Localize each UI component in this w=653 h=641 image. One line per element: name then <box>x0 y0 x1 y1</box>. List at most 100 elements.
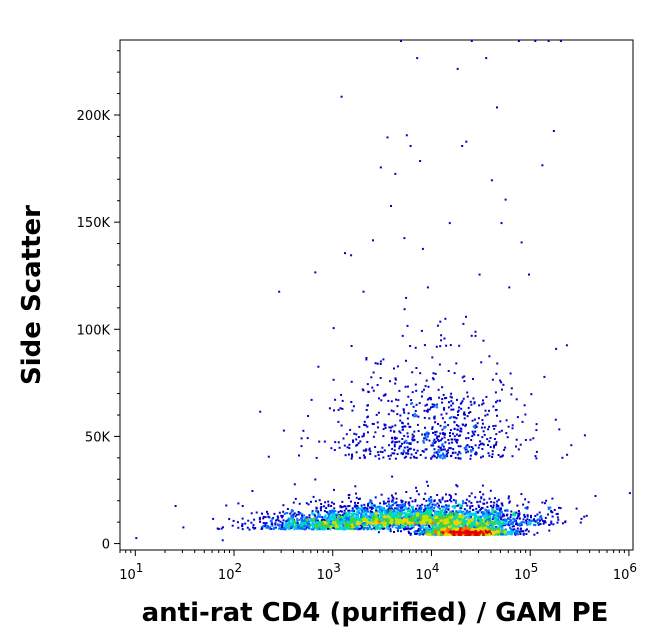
data-point <box>373 504 376 507</box>
data-point <box>353 517 356 520</box>
data-point <box>436 526 439 529</box>
data-point <box>382 518 385 521</box>
data-point <box>493 531 496 534</box>
data-point <box>401 519 404 521</box>
data-point <box>437 533 440 536</box>
data-point <box>340 522 343 525</box>
data-point <box>280 514 283 517</box>
data-point <box>282 519 285 522</box>
data-point <box>471 505 474 507</box>
data-point <box>486 531 489 534</box>
data-point <box>408 501 411 504</box>
data-point <box>441 513 444 516</box>
data-point <box>450 518 453 521</box>
data-point <box>456 531 458 534</box>
data-point <box>241 524 244 527</box>
data-point <box>371 512 374 515</box>
data-point <box>419 524 422 527</box>
data-point <box>457 525 460 528</box>
data-point <box>449 526 451 528</box>
data-point <box>463 527 466 530</box>
data-point <box>465 498 468 501</box>
data-point <box>408 504 411 507</box>
data-point <box>330 517 333 520</box>
data-point <box>432 522 435 525</box>
data-point <box>379 522 382 525</box>
data-point <box>515 511 518 514</box>
data-point <box>488 533 491 536</box>
data-point <box>367 515 370 518</box>
data-point <box>284 523 287 526</box>
data-point <box>366 509 369 512</box>
data-point <box>415 517 418 519</box>
data-point <box>468 524 471 527</box>
data-point <box>442 515 445 518</box>
data-point <box>262 517 265 520</box>
data-point <box>469 533 472 536</box>
data-point <box>580 517 583 520</box>
data-point <box>489 524 492 527</box>
data-point <box>498 507 501 510</box>
data-point <box>469 516 472 519</box>
data-point <box>352 512 355 515</box>
data-point <box>477 504 480 507</box>
data-point <box>398 513 401 516</box>
data-point <box>340 518 343 521</box>
data-point <box>454 527 457 530</box>
data-point <box>361 513 364 516</box>
data-point <box>350 522 353 525</box>
data-point <box>462 517 465 520</box>
data-point <box>282 504 285 507</box>
data-point <box>496 500 499 503</box>
data-point <box>499 512 501 515</box>
data-point <box>328 516 331 519</box>
data-point <box>516 504 519 507</box>
data-point <box>540 516 543 519</box>
data-point <box>307 503 310 506</box>
data-point <box>455 499 457 502</box>
data-point <box>409 532 412 535</box>
data-point <box>594 495 597 497</box>
data-point <box>297 526 299 529</box>
data-point <box>499 507 502 510</box>
data-point <box>312 495 315 498</box>
data-point <box>431 505 433 508</box>
data-point <box>395 512 398 515</box>
data-point <box>503 522 506 525</box>
data-point <box>483 531 486 534</box>
data-point <box>466 528 469 531</box>
data-point <box>443 531 446 534</box>
data-point <box>392 508 395 511</box>
data-point <box>412 505 414 508</box>
data-point <box>434 523 437 526</box>
data-point <box>540 518 543 521</box>
data-point <box>365 516 368 519</box>
data-point <box>435 510 438 513</box>
data-point <box>411 514 414 517</box>
data-point <box>421 532 424 535</box>
data-point <box>536 513 539 516</box>
data-point <box>451 516 454 519</box>
data-point <box>528 519 531 522</box>
data-point <box>534 520 537 523</box>
data-point <box>445 520 447 523</box>
data-point <box>460 529 463 532</box>
data-point <box>484 520 487 523</box>
data-point <box>320 503 323 505</box>
data-point <box>324 501 327 504</box>
data-point <box>438 516 441 519</box>
data-point <box>541 501 544 504</box>
data-point <box>463 517 466 520</box>
data-point <box>463 515 466 518</box>
data-point <box>537 523 540 526</box>
data-point <box>493 509 495 512</box>
data-point <box>429 496 432 499</box>
data-point <box>456 519 458 522</box>
data-point <box>232 519 235 522</box>
data-point <box>348 521 351 524</box>
data-point <box>297 511 300 513</box>
data-point <box>362 519 365 521</box>
data-point <box>415 520 418 523</box>
data-point <box>547 513 549 516</box>
data-point <box>452 516 455 519</box>
